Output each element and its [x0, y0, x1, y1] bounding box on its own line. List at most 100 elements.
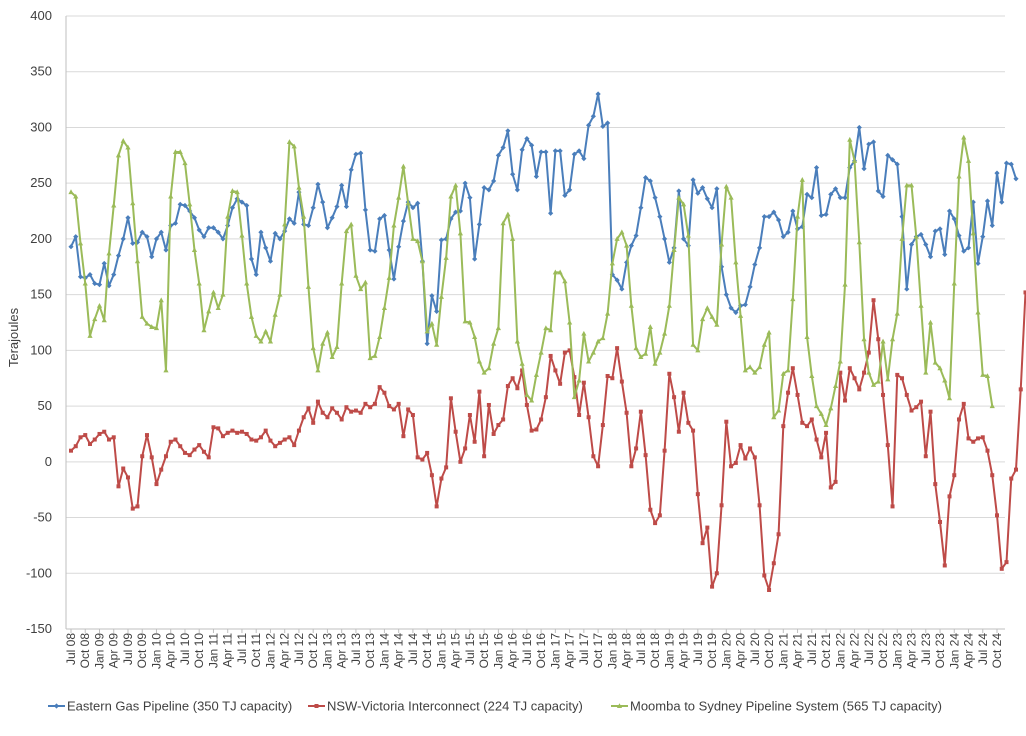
data-point: [914, 405, 919, 410]
data-point: [519, 147, 525, 153]
data-point: [799, 224, 805, 230]
data-point: [904, 392, 909, 397]
data-point: [809, 195, 815, 201]
data-point: [723, 183, 729, 189]
data-point: [524, 402, 529, 407]
data-point: [292, 443, 297, 448]
data-point: [875, 378, 881, 384]
data-point: [244, 280, 250, 286]
x-tick-label: Jul 17: [577, 633, 591, 665]
data-point: [149, 324, 155, 329]
data-point: [391, 407, 396, 412]
data-point: [192, 447, 197, 452]
data-point: [581, 380, 586, 385]
data-point: [666, 302, 672, 308]
data-point: [415, 200, 421, 206]
data-point: [571, 394, 577, 400]
data-point: [182, 160, 188, 166]
data-point: [538, 349, 544, 355]
data-point: [272, 230, 278, 236]
legend-item-3: Moomba to Sydney Pipeline System (565 TJ…: [611, 699, 942, 714]
data-point: [239, 429, 244, 434]
data-point: [448, 193, 454, 199]
data-point: [296, 184, 302, 190]
data-point: [144, 234, 150, 240]
data-point: [771, 209, 777, 215]
data-point: [491, 431, 496, 436]
y-axis-title: Terajoules: [6, 307, 21, 367]
data-point: [667, 371, 672, 376]
x-tick-label: Jan 24: [947, 633, 961, 669]
data-point: [885, 376, 891, 382]
data-point: [552, 269, 558, 275]
data-point: [68, 189, 74, 195]
data-point: [761, 341, 767, 347]
series-line: [70, 291, 1026, 591]
data-point: [870, 382, 877, 387]
data-point: [629, 464, 634, 469]
data-point: [111, 271, 117, 278]
data-point: [965, 245, 972, 251]
data-point: [595, 338, 601, 344]
data-point: [828, 405, 834, 411]
data-point: [149, 455, 154, 460]
data-point: [775, 407, 782, 413]
data-point: [919, 399, 924, 404]
data-point: [942, 563, 947, 568]
data-point: [87, 441, 92, 446]
data-point: [824, 430, 829, 435]
data-point: [809, 417, 814, 422]
data-point: [710, 584, 715, 589]
data-point: [562, 192, 568, 199]
data-point: [890, 504, 895, 509]
data-point: [87, 333, 93, 338]
data-point: [686, 420, 691, 425]
data-point: [628, 242, 634, 249]
data-point: [880, 193, 886, 200]
data-point: [700, 541, 705, 546]
x-tick-label: Oct 18: [648, 633, 662, 669]
data-point: [343, 228, 350, 234]
data-point: [813, 403, 820, 409]
data-point: [733, 259, 739, 265]
data-point: [619, 379, 624, 384]
x-tick-label: Jan 09: [92, 633, 106, 669]
data-point: [1023, 290, 1026, 295]
data-point: [894, 310, 900, 316]
x-tick-label: Jan 18: [605, 633, 619, 669]
data-point: [102, 429, 107, 434]
data-point: [139, 229, 145, 235]
data-point: [239, 199, 245, 205]
data-point: [761, 214, 767, 220]
data-point: [714, 571, 719, 576]
x-tick-label: Oct 15: [477, 633, 491, 669]
data-point: [510, 171, 516, 177]
data-point: [334, 203, 340, 210]
data-point: [880, 338, 886, 344]
data-point: [73, 444, 78, 449]
data-point: [876, 337, 881, 342]
y-tick-label: 200: [30, 231, 52, 246]
data-point: [444, 465, 449, 470]
data-point: [130, 200, 136, 206]
data-point: [320, 410, 325, 415]
data-point: [82, 280, 88, 286]
data-point: [610, 376, 615, 381]
data-point: [410, 236, 416, 241]
data-point: [158, 297, 164, 303]
data-point: [737, 313, 744, 318]
data-point: [728, 305, 734, 311]
y-tick-label: 150: [30, 287, 52, 302]
data-point: [971, 439, 976, 444]
data-point: [548, 327, 554, 333]
data-point: [306, 406, 311, 411]
data-point: [785, 367, 791, 373]
data-point: [310, 205, 316, 211]
x-tick-label: Oct 08: [78, 633, 92, 669]
data-point: [900, 376, 905, 381]
data-point: [282, 221, 288, 227]
data-point: [463, 446, 468, 451]
x-tick-label: Jan 17: [548, 633, 562, 669]
x-tick-label: Oct 12: [306, 633, 320, 669]
data-point: [305, 284, 312, 289]
